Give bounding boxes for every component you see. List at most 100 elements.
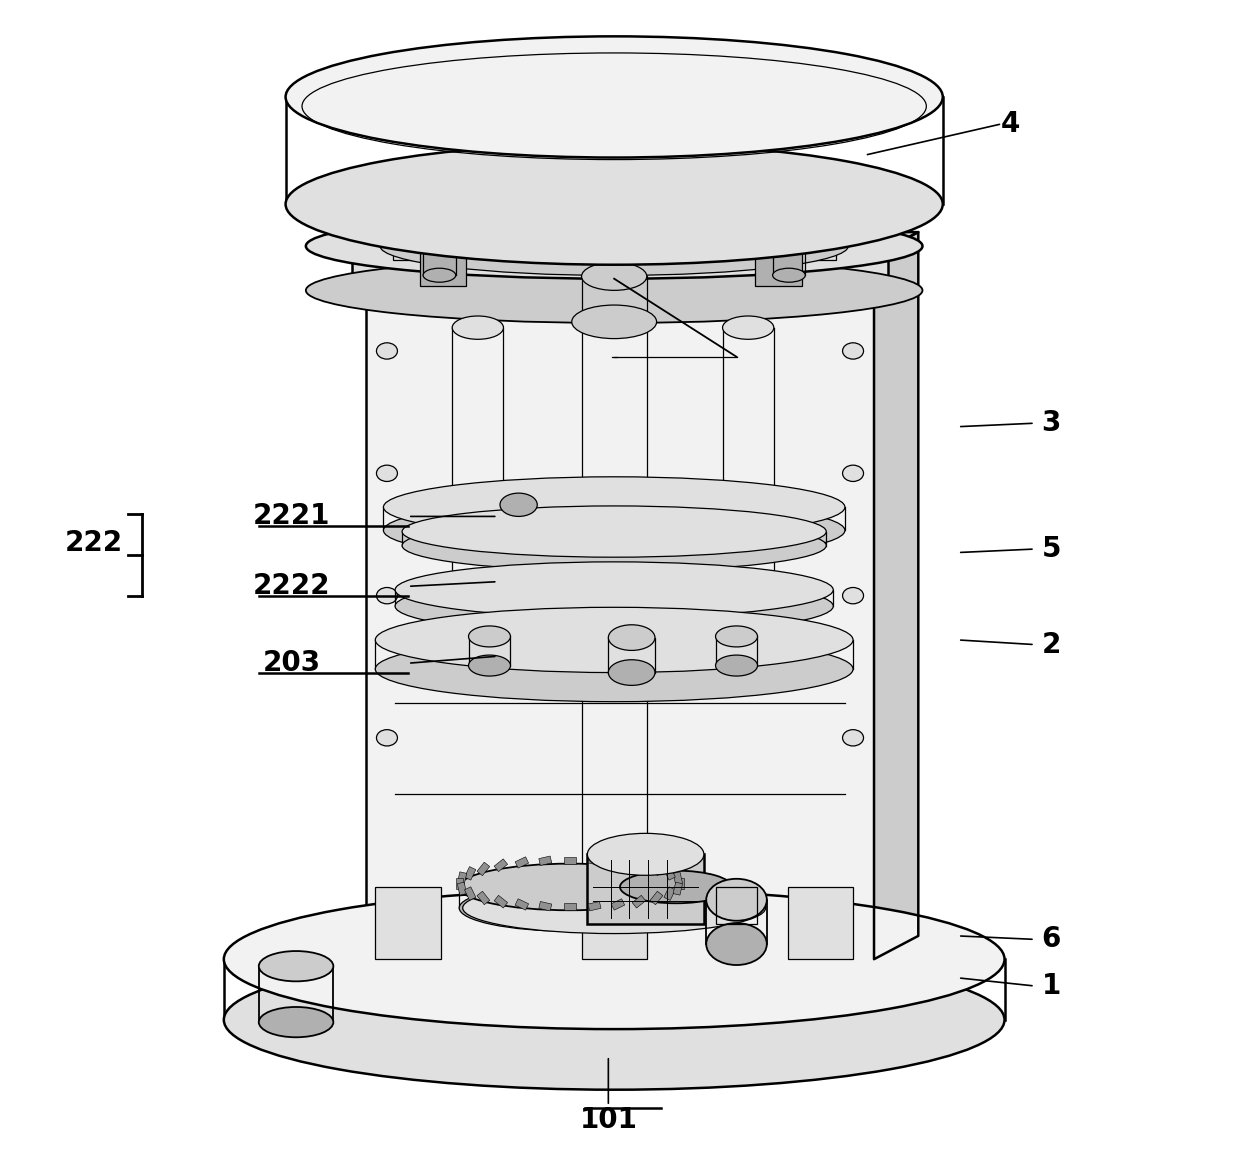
Bar (376, 887, 440, 959)
Bar (632, 896, 646, 908)
Bar (352, 246, 888, 291)
Bar (588, 854, 704, 924)
Ellipse shape (842, 342, 863, 359)
Ellipse shape (715, 655, 758, 676)
Ellipse shape (469, 626, 511, 647)
Bar (456, 877, 463, 889)
Bar (787, 887, 853, 959)
Ellipse shape (423, 269, 456, 283)
Bar (611, 857, 625, 868)
Bar (582, 887, 647, 959)
Polygon shape (874, 232, 919, 959)
Text: 222: 222 (64, 529, 123, 557)
Bar (663, 867, 676, 881)
Bar (650, 862, 663, 876)
Ellipse shape (423, 228, 456, 242)
Ellipse shape (285, 144, 942, 265)
Bar (465, 867, 476, 881)
Bar (366, 256, 874, 959)
Ellipse shape (429, 238, 456, 255)
Text: 2221: 2221 (253, 502, 330, 530)
Ellipse shape (707, 878, 766, 920)
Bar (419, 246, 466, 286)
Bar (632, 858, 646, 871)
Ellipse shape (259, 951, 334, 981)
Ellipse shape (453, 317, 503, 339)
Ellipse shape (396, 578, 833, 634)
Bar (393, 230, 836, 260)
Ellipse shape (377, 588, 398, 604)
Text: 203: 203 (263, 649, 320, 677)
Ellipse shape (609, 660, 655, 686)
Bar (465, 887, 476, 901)
Ellipse shape (396, 562, 833, 618)
Ellipse shape (620, 870, 732, 903)
Bar (715, 887, 758, 924)
Text: 5: 5 (1042, 535, 1061, 563)
Bar (495, 896, 507, 908)
Ellipse shape (306, 214, 923, 279)
Ellipse shape (842, 465, 863, 481)
Ellipse shape (402, 506, 826, 557)
Text: 2: 2 (1042, 631, 1060, 659)
Ellipse shape (383, 477, 844, 537)
Ellipse shape (500, 493, 537, 516)
Ellipse shape (224, 950, 1004, 1090)
Bar (677, 877, 684, 889)
Ellipse shape (259, 1007, 334, 1037)
Bar (663, 887, 676, 901)
Ellipse shape (377, 730, 398, 746)
Ellipse shape (377, 465, 398, 481)
Bar (458, 871, 466, 884)
Ellipse shape (723, 317, 774, 339)
Ellipse shape (376, 607, 853, 673)
Ellipse shape (765, 238, 792, 255)
Ellipse shape (459, 863, 681, 910)
Bar (477, 862, 490, 876)
Ellipse shape (588, 833, 704, 875)
Bar (673, 871, 682, 884)
Bar (515, 899, 528, 910)
Text: 6: 6 (1042, 925, 1060, 953)
Ellipse shape (715, 626, 758, 647)
Ellipse shape (383, 500, 844, 561)
Text: 101: 101 (579, 1106, 637, 1134)
Ellipse shape (572, 305, 657, 339)
Ellipse shape (723, 584, 774, 607)
Bar (539, 902, 552, 911)
Ellipse shape (582, 263, 647, 291)
Polygon shape (366, 232, 919, 256)
Bar (458, 882, 466, 895)
Ellipse shape (224, 889, 1004, 1029)
Text: 3: 3 (1042, 409, 1060, 437)
Ellipse shape (707, 923, 766, 965)
Text: 4: 4 (1001, 110, 1021, 138)
Bar (564, 856, 575, 863)
Ellipse shape (377, 342, 398, 359)
Ellipse shape (773, 228, 805, 242)
Bar (539, 856, 552, 865)
Ellipse shape (459, 884, 681, 931)
Bar (650, 891, 663, 905)
Ellipse shape (376, 637, 853, 702)
Ellipse shape (842, 730, 863, 746)
Text: 1: 1 (1042, 972, 1060, 1000)
Ellipse shape (842, 588, 863, 604)
Ellipse shape (306, 258, 923, 324)
Bar (755, 246, 802, 286)
Ellipse shape (463, 882, 765, 933)
Ellipse shape (469, 655, 511, 676)
Ellipse shape (453, 584, 503, 607)
Bar (673, 882, 682, 895)
Ellipse shape (724, 239, 745, 253)
Ellipse shape (381, 217, 848, 276)
Bar (588, 856, 601, 865)
Ellipse shape (773, 269, 805, 283)
Bar (564, 903, 575, 910)
Ellipse shape (609, 625, 655, 651)
Ellipse shape (285, 36, 942, 158)
Bar (588, 902, 601, 911)
Bar (611, 899, 625, 910)
Text: 2222: 2222 (253, 572, 330, 600)
Bar (495, 858, 507, 871)
